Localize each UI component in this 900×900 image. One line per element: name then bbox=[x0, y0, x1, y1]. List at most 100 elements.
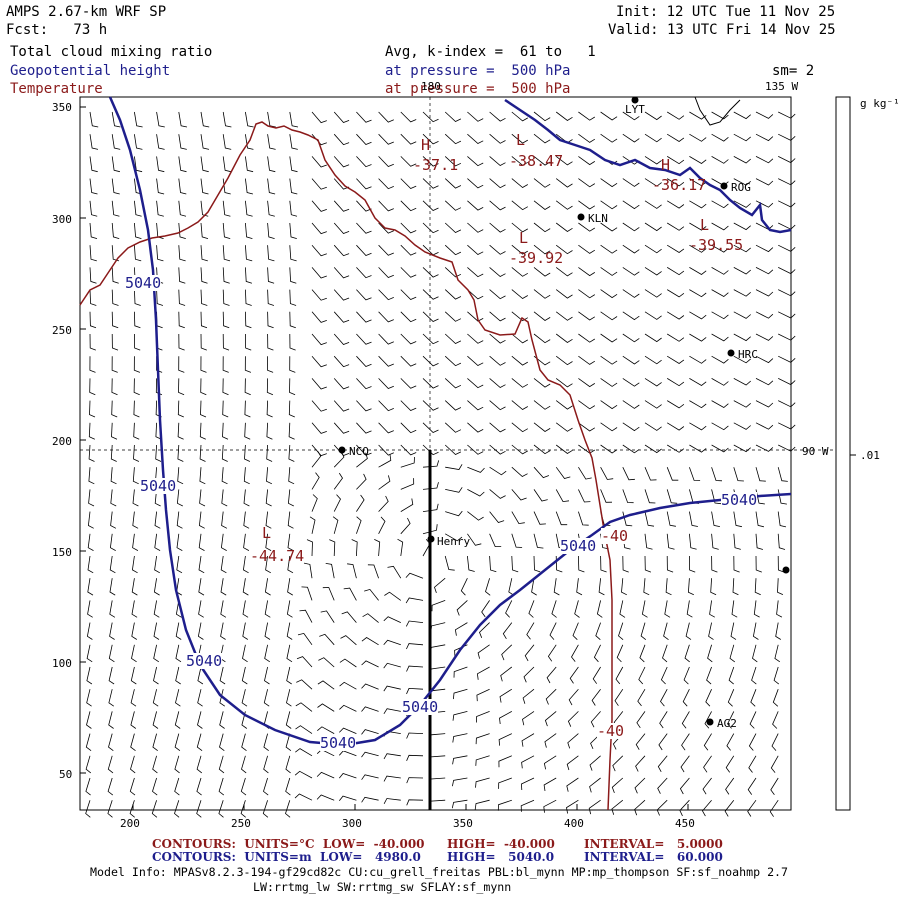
wind-barb bbox=[555, 289, 573, 299]
wind-barb bbox=[178, 356, 185, 373]
wind-barb bbox=[86, 689, 92, 707]
wind-barb bbox=[511, 111, 528, 122]
wind-barb bbox=[152, 777, 158, 796]
wind-barb bbox=[289, 356, 296, 373]
wind-barb bbox=[318, 657, 335, 668]
wind-barb bbox=[200, 333, 207, 351]
wind-barb bbox=[244, 378, 251, 396]
extremum-value-6: -44.74 bbox=[250, 547, 305, 565]
wind-barb bbox=[89, 200, 98, 217]
wind-barb bbox=[133, 400, 140, 418]
wind-barb bbox=[107, 777, 114, 796]
wind-barb bbox=[289, 134, 298, 150]
wind-barb bbox=[521, 733, 535, 747]
pressure-height: at pressure = 500 hPa bbox=[385, 63, 571, 79]
wind-barb bbox=[378, 516, 386, 534]
wind-barb bbox=[218, 800, 224, 818]
wind-barb bbox=[452, 711, 468, 721]
wind-barb bbox=[771, 733, 779, 751]
wind-barb bbox=[593, 644, 601, 663]
wind-barb bbox=[533, 466, 550, 479]
wind-barb bbox=[622, 467, 635, 481]
wind-barb bbox=[378, 178, 394, 190]
wind-barb bbox=[422, 524, 438, 535]
wind-barb bbox=[689, 511, 698, 527]
wind-barb bbox=[356, 244, 372, 256]
wind-barb bbox=[89, 178, 98, 195]
wind-barb bbox=[400, 456, 415, 468]
wind-barb bbox=[533, 200, 551, 210]
wind-barb bbox=[453, 666, 468, 678]
wind-barb bbox=[378, 222, 394, 234]
wind-barb bbox=[644, 111, 662, 121]
wind-barb bbox=[400, 244, 417, 256]
wind-barb bbox=[567, 711, 579, 727]
wind-barb bbox=[555, 444, 573, 454]
wind-barb bbox=[621, 578, 627, 596]
wind-barb bbox=[356, 444, 372, 456]
wind-barb bbox=[241, 755, 247, 774]
wind-barb bbox=[153, 578, 160, 596]
wind-barb bbox=[267, 222, 275, 239]
wind-barb bbox=[220, 555, 227, 574]
wind-barb bbox=[660, 689, 668, 707]
wind-barb bbox=[286, 666, 292, 685]
wind-barb bbox=[200, 289, 208, 306]
wind-barb bbox=[244, 444, 251, 462]
wind-barb bbox=[222, 245, 231, 262]
station-dot-rog bbox=[720, 182, 728, 190]
wind-barb bbox=[666, 355, 685, 364]
wind-barb bbox=[422, 222, 439, 234]
wind-barb bbox=[588, 799, 601, 815]
wind-barb bbox=[755, 267, 774, 275]
wind-barb bbox=[422, 460, 440, 468]
wind-barb bbox=[467, 178, 484, 189]
wind-barb bbox=[682, 689, 690, 707]
wind-barb bbox=[221, 444, 228, 462]
wind-barb bbox=[333, 289, 350, 301]
wind-barb bbox=[772, 711, 779, 729]
wind-barb bbox=[108, 644, 115, 663]
wind-barb bbox=[622, 111, 640, 121]
y-tick-300: 300 bbox=[52, 213, 72, 226]
valid-time: Valid: 13 UTC Fri 14 Nov 25 bbox=[608, 22, 836, 38]
wind-barb bbox=[747, 777, 757, 795]
wind-barb bbox=[152, 755, 158, 774]
wind-barb bbox=[356, 452, 368, 468]
wind-barb bbox=[600, 467, 614, 480]
wind-barb bbox=[522, 711, 535, 726]
wind-barb bbox=[600, 355, 618, 365]
field-height: Geopotential height bbox=[10, 63, 171, 79]
wind-barb bbox=[400, 289, 417, 300]
wind-barb bbox=[689, 378, 707, 386]
wind-barb bbox=[220, 578, 227, 596]
wind-barb bbox=[663, 622, 669, 641]
wind-barb bbox=[387, 565, 402, 579]
wind-barb bbox=[578, 378, 596, 388]
station-dot-kln bbox=[577, 213, 585, 221]
wind-barb bbox=[467, 111, 484, 122]
wind-barb bbox=[400, 333, 417, 345]
wind-barb bbox=[467, 267, 484, 278]
height-contour-north bbox=[504, 98, 792, 234]
wind-barb bbox=[178, 289, 186, 306]
wind-barb bbox=[444, 555, 455, 571]
wind-barb bbox=[551, 600, 557, 618]
wind-barb bbox=[333, 400, 350, 412]
wind-barb bbox=[356, 494, 365, 512]
wind-barb bbox=[578, 156, 596, 166]
wind-barb bbox=[644, 311, 662, 320]
wind-barb bbox=[666, 511, 676, 527]
wind-barb bbox=[153, 622, 160, 640]
coast-top-right bbox=[694, 96, 741, 126]
wind-barb bbox=[406, 799, 424, 806]
wind-barb bbox=[156, 178, 165, 195]
wind-barb bbox=[644, 467, 657, 481]
wind-barb bbox=[431, 600, 446, 612]
wind-barb bbox=[600, 244, 618, 254]
wind-barb bbox=[511, 355, 528, 366]
wind-barb bbox=[309, 516, 316, 534]
wind-barb bbox=[689, 267, 707, 275]
wind-barb bbox=[200, 400, 207, 418]
wind-barb bbox=[132, 467, 139, 485]
